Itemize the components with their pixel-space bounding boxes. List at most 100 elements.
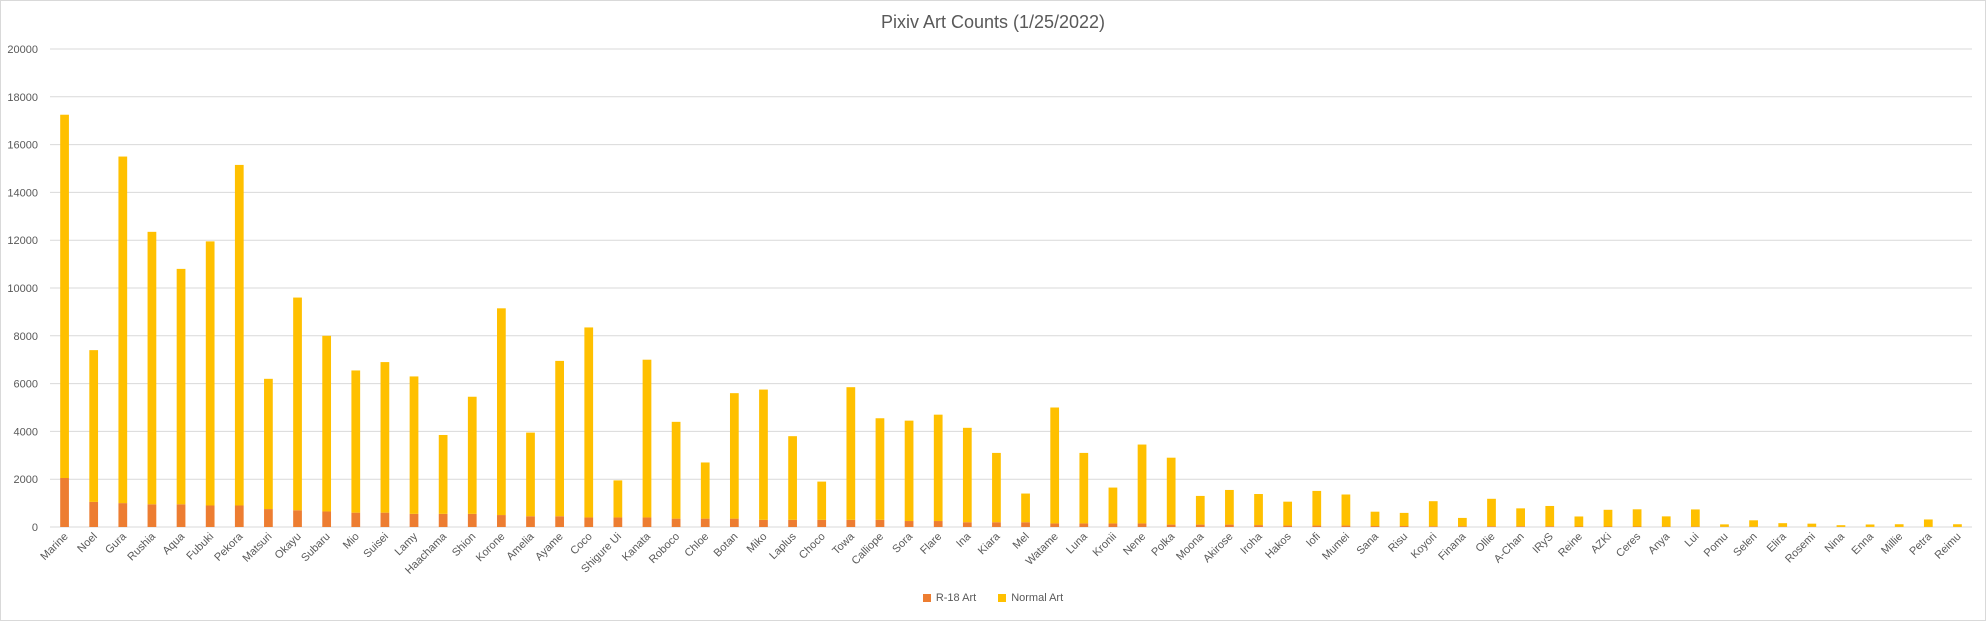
x-tick-label: Petra bbox=[1907, 530, 1935, 558]
bar-r18-art bbox=[60, 478, 69, 527]
bar-r18-art bbox=[1487, 526, 1496, 527]
bar-normal-art bbox=[846, 387, 856, 520]
x-tick-label: Mumei bbox=[1320, 531, 1352, 563]
bar-r18-art bbox=[1516, 526, 1525, 527]
chart-title: Pixiv Art Counts (1/25/2022) bbox=[880, 12, 1106, 32]
bar-r18-art bbox=[555, 516, 564, 527]
x-tick-label: Pomu bbox=[1702, 531, 1731, 560]
x-tick-label: Miko bbox=[745, 531, 770, 556]
bar-r18-art bbox=[1137, 523, 1147, 527]
x-tick-label: Coco bbox=[568, 531, 595, 558]
x-tick-label: Amelia bbox=[504, 530, 537, 563]
x-tick-label: Iofi bbox=[1304, 531, 1323, 550]
bar-r18-art bbox=[1225, 524, 1234, 527]
legend-swatch-normal bbox=[998, 594, 1007, 602]
bar-r18-art bbox=[1312, 525, 1322, 527]
bar-r18-art bbox=[817, 519, 827, 527]
x-tick-label: Reine bbox=[1556, 531, 1585, 560]
x-tick-label: Watame bbox=[1024, 531, 1061, 568]
bar-r18-art bbox=[1166, 524, 1176, 527]
x-tick-label: Aqua bbox=[161, 530, 188, 557]
bar-r18-art bbox=[322, 511, 332, 527]
bar-r18-art bbox=[1341, 525, 1351, 527]
bar-normal-art bbox=[904, 420, 914, 522]
x-tick-label: Calliope bbox=[849, 531, 886, 568]
bar-normal-art bbox=[1312, 490, 1322, 526]
x-tick-label: Fubuki bbox=[184, 531, 216, 563]
bar-normal-art bbox=[438, 434, 448, 514]
y-tick-label: 8000 bbox=[14, 331, 38, 343]
x-tick-label: Iroha bbox=[1238, 530, 1265, 557]
y-tick-label: 10000 bbox=[7, 283, 38, 295]
x-tick-label: Sana bbox=[1354, 530, 1381, 557]
bar-normal-art bbox=[1516, 508, 1525, 527]
x-tick-label: Marine bbox=[38, 531, 70, 563]
x-tick-label: Roboco bbox=[647, 531, 682, 566]
x-tick-label: Pekora bbox=[212, 530, 246, 564]
x-tick-label: Laplus bbox=[767, 530, 799, 562]
y-tick-label: 14000 bbox=[7, 187, 38, 199]
x-tick-label: Matsuri bbox=[241, 531, 275, 565]
bar-normal-art bbox=[1428, 501, 1438, 527]
x-tick-label: Kiara bbox=[976, 530, 1003, 557]
y-tick-label: 4000 bbox=[14, 426, 38, 438]
x-tick-label: Mel bbox=[1011, 531, 1032, 552]
bar-normal-art bbox=[1021, 493, 1030, 523]
bar-r18-art bbox=[1195, 524, 1205, 527]
bar-r18-art bbox=[264, 509, 273, 527]
x-tick-label: Ina bbox=[954, 530, 974, 550]
x-tick-label: Anya bbox=[1646, 530, 1673, 557]
bar-normal-art bbox=[992, 452, 1001, 523]
bar-normal-art bbox=[642, 359, 652, 518]
bar-normal-art bbox=[1923, 519, 1933, 527]
bar-normal-art bbox=[497, 308, 506, 516]
bar-normal-art bbox=[729, 393, 739, 519]
bar-r18-art bbox=[497, 515, 506, 527]
x-tick-label: Millie bbox=[1879, 531, 1905, 557]
bar-normal-art bbox=[1603, 509, 1613, 527]
bar-r18-art bbox=[1050, 523, 1060, 527]
x-tick-label: Ollie bbox=[1474, 531, 1498, 555]
x-tick-label: Akirose bbox=[1201, 531, 1235, 565]
bar-r18-art bbox=[613, 517, 623, 527]
bar-r18-art bbox=[1079, 523, 1089, 527]
bar-r18-art bbox=[788, 519, 797, 527]
x-tick-label: Hakos bbox=[1263, 530, 1294, 561]
bar-r18-art bbox=[118, 503, 128, 527]
x-tick-label: Suisei bbox=[361, 531, 391, 561]
bar-normal-art bbox=[1283, 501, 1293, 526]
bar-r18-art bbox=[1399, 526, 1409, 527]
bar-normal-art bbox=[817, 481, 827, 520]
legend-swatch-r18 bbox=[922, 594, 931, 602]
x-tick-label: Noel bbox=[75, 531, 99, 555]
x-tick-label: Mio bbox=[341, 531, 362, 552]
x-tick-label: AZKi bbox=[1589, 531, 1614, 556]
bar-r18-art bbox=[526, 516, 535, 527]
legend: R-18 Art Normal Art bbox=[0, 592, 1986, 604]
bar-normal-art bbox=[205, 241, 215, 506]
bar-normal-art bbox=[1953, 524, 1962, 527]
bar-normal-art bbox=[351, 370, 361, 513]
bar-normal-art bbox=[613, 480, 623, 518]
x-tick-label: Rosemi bbox=[1783, 531, 1818, 566]
y-tick-label: 2000 bbox=[14, 474, 38, 486]
bar-normal-art bbox=[1137, 444, 1147, 524]
bar-r18-art bbox=[351, 512, 361, 527]
x-tick-label: Koyori bbox=[1409, 531, 1440, 562]
x-tick-label: Selen bbox=[1731, 531, 1759, 559]
bar-normal-art bbox=[555, 360, 564, 517]
legend-label-normal: Normal Art bbox=[1011, 592, 1064, 604]
bar-r18-art bbox=[962, 522, 972, 527]
bar-normal-art bbox=[1778, 523, 1788, 527]
bar-normal-art bbox=[1370, 511, 1380, 527]
bar-normal-art bbox=[584, 327, 594, 518]
bar-r18-art bbox=[89, 501, 99, 527]
bar-r18-art bbox=[234, 505, 244, 527]
bar-normal-art bbox=[118, 156, 128, 504]
bar-normal-art bbox=[1836, 525, 1846, 527]
x-tick-label: Ayame bbox=[533, 531, 566, 564]
bar-normal-art bbox=[234, 164, 244, 506]
legend-item-r18: R-18 Art bbox=[922, 592, 976, 604]
x-tick-label: Chloe bbox=[683, 531, 712, 560]
bar-normal-art bbox=[875, 418, 885, 520]
